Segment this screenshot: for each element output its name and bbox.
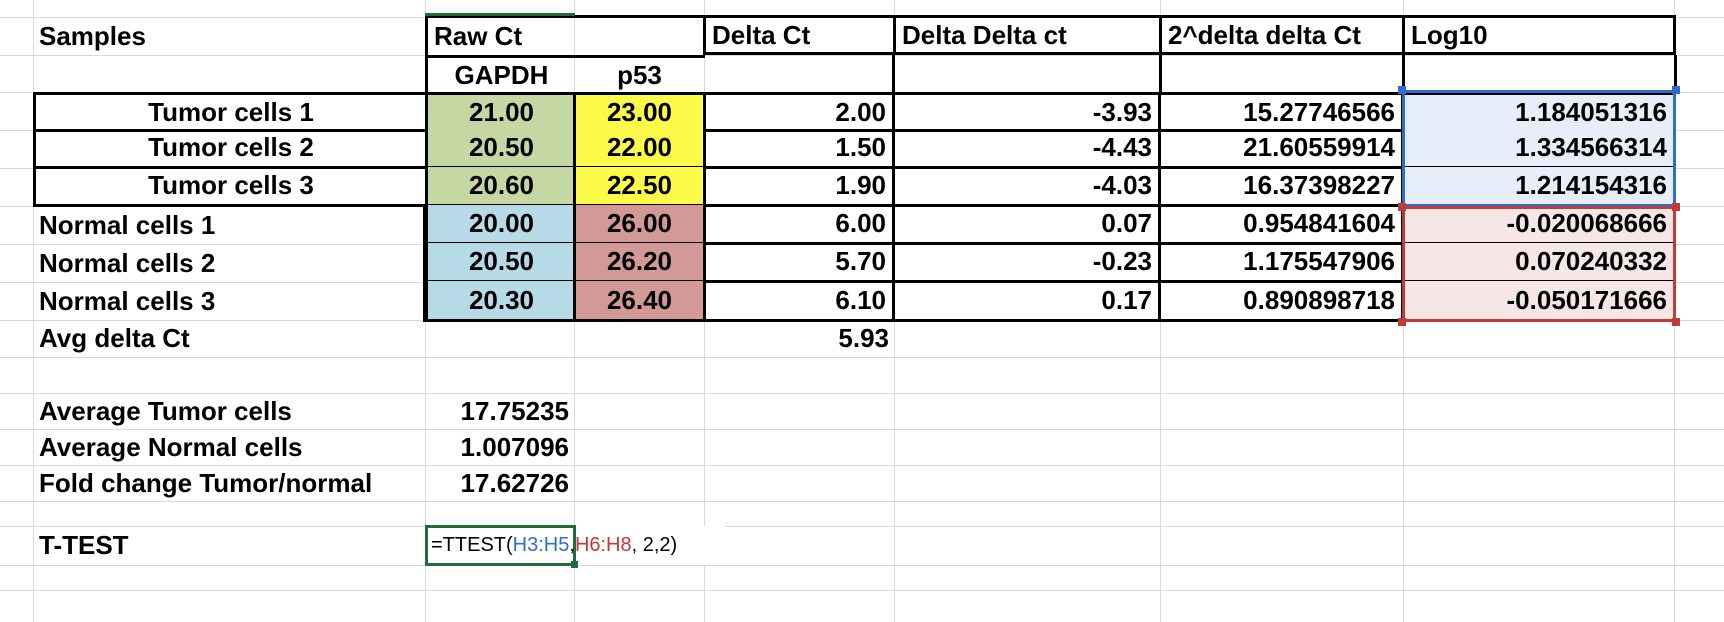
cell-delta-ct[interactable]: 6.10 — [703, 281, 895, 322]
cell-p53[interactable]: 26.40 — [573, 281, 706, 322]
border — [423, 205, 426, 322]
cell-p53[interactable]: 23.00 — [573, 92, 706, 132]
cell-pow[interactable]: 15.27746566 — [1159, 92, 1404, 132]
cell-delta-delta-ct[interactable]: -3.93 — [893, 92, 1161, 132]
header-gapdh[interactable]: GAPDH — [425, 55, 575, 93]
cell-pow[interactable]: 21.60559914 — [1159, 129, 1404, 169]
header-log10[interactable]: Log10 — [1402, 15, 1676, 55]
cell-gapdh[interactable]: 21.00 — [425, 92, 575, 132]
summary-value[interactable]: 17.62726 — [460, 467, 569, 498]
cell-delta-ct[interactable]: 2.00 — [703, 92, 895, 132]
row-label[interactable]: Tumor cells 3 — [33, 167, 426, 207]
cell-pow[interactable]: 0.890898718 — [1159, 281, 1404, 322]
header-raw-ct[interactable]: Raw Ct — [425, 15, 575, 55]
gridline — [0, 393, 1724, 394]
cell-log10[interactable]: 0.070240332 — [1402, 243, 1676, 283]
row-label[interactable]: Tumor cells 1 — [33, 92, 426, 132]
gridline — [0, 565, 1724, 566]
formula-suffix: , 2,2) — [631, 534, 678, 556]
cell-gapdh[interactable]: 20.30 — [425, 281, 575, 322]
header-delta-delta-ct[interactable]: Delta Delta ct — [893, 15, 1161, 55]
header-samples[interactable]: Samples — [39, 20, 146, 51]
column-highlight — [425, 13, 575, 16]
cell-pow[interactable]: 1.175547906 — [1159, 243, 1404, 283]
cell-p53[interactable]: 22.50 — [573, 167, 706, 207]
gridline — [0, 429, 1724, 430]
range-handle[interactable] — [1398, 86, 1406, 94]
gridline — [0, 526, 1724, 527]
cell-border — [1402, 55, 1405, 93]
formula-ref-range-1: H3:H5 — [512, 534, 570, 556]
row-label[interactable]: Tumor cells 2 — [33, 129, 426, 169]
cell-pow[interactable]: 0.954841604 — [1159, 205, 1404, 245]
summary-value[interactable]: 17.75235 — [460, 395, 569, 426]
range-handle[interactable] — [1672, 86, 1680, 94]
formula-prefix: =TTEST( — [431, 534, 513, 556]
cell-p53[interactable]: 26.20 — [573, 243, 706, 283]
gridline — [0, 501, 1724, 502]
gridline — [0, 590, 1724, 591]
gridline — [0, 465, 1724, 466]
cell-log10[interactable]: 1.214154316 — [1402, 167, 1676, 207]
cell-p53[interactable]: 22.00 — [573, 129, 706, 169]
cell-delta-ct[interactable]: 6.00 — [703, 205, 895, 245]
cell-delta-delta-ct[interactable]: -4.43 — [893, 129, 1161, 169]
cell-log10[interactable]: 1.334566314 — [1402, 129, 1676, 169]
cell-gapdh[interactable]: 20.00 — [425, 205, 575, 245]
cell-delta-ct[interactable]: 1.90 — [703, 167, 895, 207]
header-delta-ct[interactable]: Delta Ct — [703, 15, 895, 55]
cell-empty[interactable] — [703, 55, 895, 93]
range-handle[interactable] — [1398, 318, 1406, 326]
row-label[interactable]: Normal cells 1 — [39, 209, 216, 240]
range-handle[interactable] — [1672, 318, 1680, 326]
cell-log10[interactable]: -0.020068666 — [1402, 205, 1676, 245]
cell-delta-delta-ct[interactable]: -4.03 — [893, 167, 1161, 207]
formula-comma: , — [569, 534, 575, 556]
header-empty[interactable] — [574, 15, 705, 55]
avg-delta-value[interactable]: 5.93 — [838, 323, 889, 353]
formula-ref-range-2: H6:H8 — [574, 534, 632, 556]
summary-label[interactable]: Average Normal cells — [39, 431, 303, 462]
cell-delta-ct[interactable]: 1.50 — [703, 129, 895, 169]
row-label[interactable]: Normal cells 2 — [39, 247, 216, 278]
cell-border — [1674, 55, 1677, 93]
header-p53[interactable]: p53 — [574, 55, 705, 93]
ttest-label[interactable]: T-TEST — [39, 530, 129, 560]
cell-delta-delta-ct[interactable]: -0.23 — [893, 243, 1161, 283]
cell-delta-ct[interactable]: 5.70 — [703, 243, 895, 283]
gridline — [0, 55, 1724, 56]
summary-label[interactable]: Fold change Tumor/normal — [39, 467, 373, 498]
cell-gapdh[interactable]: 20.50 — [425, 243, 575, 283]
cell-p53[interactable]: 26.00 — [573, 205, 706, 245]
row-label[interactable]: Normal cells 3 — [39, 285, 216, 316]
summary-value[interactable]: 1.007096 — [460, 431, 569, 462]
cell-log10[interactable]: -0.050171666 — [1402, 281, 1676, 322]
cell-delta-delta-ct[interactable]: 0.17 — [893, 281, 1161, 322]
cell-log10[interactable]: 1.184051316 — [1402, 92, 1676, 132]
formula-editor[interactable]: =TTEST(H3:H5, H6:H8, 2,2) — [425, 526, 725, 565]
header-pow-delta[interactable]: 2^delta delta Ct — [1159, 15, 1404, 55]
cell-gapdh[interactable]: 20.50 — [425, 129, 575, 169]
summary-label[interactable]: Average Tumor cells — [39, 395, 292, 426]
avg-delta-label[interactable]: Avg delta Ct — [39, 323, 190, 353]
cell-border — [1159, 55, 1162, 93]
gridline — [0, 357, 1724, 358]
cell-pow[interactable]: 16.37398227 — [1159, 167, 1404, 207]
cell-delta-delta-ct[interactable]: 0.07 — [893, 205, 1161, 245]
range-handle[interactable] — [1398, 203, 1406, 211]
cell-gapdh[interactable]: 20.60 — [425, 167, 575, 207]
gridline — [33, 0, 34, 622]
fill-handle[interactable] — [571, 561, 578, 568]
range-handle[interactable] — [1672, 203, 1680, 211]
